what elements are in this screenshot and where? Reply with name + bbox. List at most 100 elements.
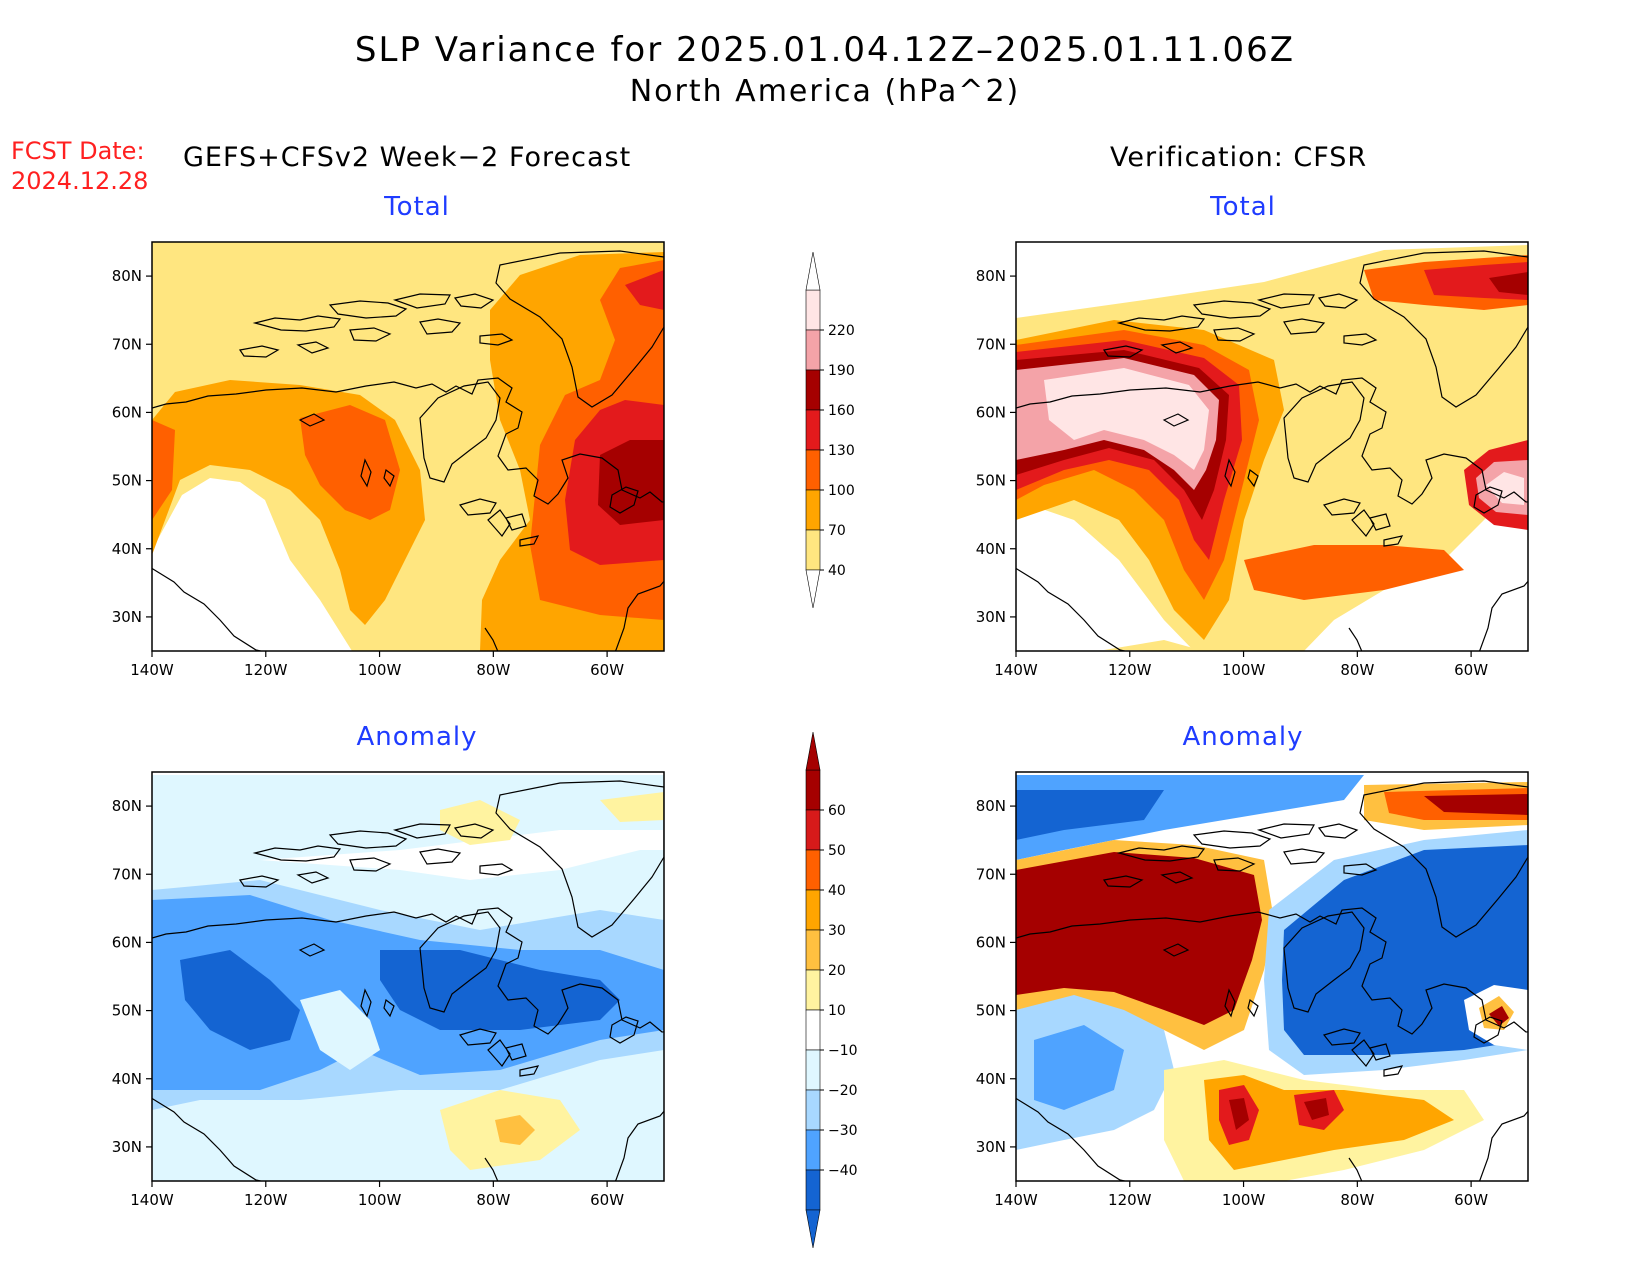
forecast-date-block: FCST Date: 2024.12.28 — [11, 136, 148, 196]
colorbar-label: −30 — [828, 1123, 858, 1139]
lat-tick-label: 50N — [112, 1002, 142, 1020]
lat-tick-label: 70N — [112, 865, 142, 883]
forecast-total-map — [151, 241, 665, 652]
colorbar-label: 100 — [828, 483, 855, 499]
colorbar-top-arrow — [805, 731, 821, 771]
lon-tick-label: 60W — [1454, 1191, 1488, 1209]
colorbar-label: 60 — [828, 803, 846, 819]
colorbar-label: −10 — [828, 1043, 858, 1059]
colorbar-swatch — [805, 1089, 821, 1131]
lat-tick-label: 30N — [976, 608, 1006, 626]
lat-tick-label: 50N — [976, 472, 1006, 490]
colorbar-label: 40 — [828, 563, 846, 579]
colorbar-swatch — [805, 489, 821, 531]
colorbar-label: 50 — [828, 843, 846, 859]
forecast-date-label: FCST Date: — [11, 137, 145, 165]
lat-tick-label: 30N — [976, 1138, 1006, 1156]
lat-tick-label: 40N — [112, 1070, 142, 1088]
lat-tick-label: 70N — [112, 335, 142, 353]
colorbar-swatch — [805, 529, 821, 571]
colorbar-bottom-arrow — [805, 569, 821, 609]
verification-anomaly-title: Anomaly — [1182, 722, 1304, 752]
lon-tick-label: 100W — [1222, 661, 1266, 679]
lon-tick-label: 140W — [130, 1191, 174, 1209]
main-subtitle: North America (hPa^2) — [629, 74, 1021, 109]
lon-tick-label: 80W — [1340, 661, 1374, 679]
lat-tick-label: 50N — [976, 1002, 1006, 1020]
colorbar-label: 160 — [828, 403, 855, 419]
lon-tick-label: 100W — [358, 661, 402, 679]
colorbar-swatch — [805, 289, 821, 331]
verification-total-title: Total — [1210, 192, 1276, 222]
anomaly-colorbar: 60 50 40 30 20 10 −10 −20 −30 −40 — [805, 731, 858, 1249]
colorbar-swatch — [805, 809, 821, 851]
lat-tick-label: 30N — [112, 1138, 142, 1156]
colorbar-label: 190 — [828, 363, 855, 379]
map-axes: 80N 70N 60N 50N 40N 30N 140W 120W 100W 80W 60W 80N 7… — [112, 267, 1489, 1209]
colorbar-swatch — [805, 849, 821, 891]
lat-tick-label: 60N — [976, 403, 1006, 421]
lon-tick-label: 80W — [476, 1191, 510, 1209]
colorbar-label: 130 — [828, 443, 855, 459]
colorbar-bottom-arrow — [805, 1209, 821, 1249]
forecast-date-value: 2024.12.28 — [11, 167, 149, 195]
colorbar-label: −40 — [828, 1163, 858, 1179]
forecast-column-header: GEFS+CFSv2 Week−2 Forecast — [183, 142, 632, 173]
colorbar-label: 220 — [828, 323, 855, 339]
lat-tick-label: 30N — [112, 608, 142, 626]
lat-tick-label: 60N — [112, 933, 142, 951]
verification-column-header: Verification: CFSR — [1110, 142, 1368, 173]
lat-tick-label: 70N — [976, 335, 1006, 353]
lat-tick-label: 40N — [976, 1070, 1006, 1088]
lon-tick-label: 140W — [130, 661, 174, 679]
lon-tick-label: 80W — [1340, 1191, 1374, 1209]
lat-tick-label: 80N — [112, 267, 142, 285]
colorbar-swatch — [805, 1129, 821, 1171]
colorbar-label: 30 — [828, 923, 846, 939]
main-title: SLP Variance for 2025.01.04.12Z–2025.01.… — [354, 30, 1296, 70]
lat-tick-label: 80N — [112, 797, 142, 815]
lat-tick-label: 80N — [976, 797, 1006, 815]
lon-tick-label: 80W — [476, 661, 510, 679]
lon-tick-label: 120W — [244, 661, 288, 679]
lat-tick-label: 50N — [112, 472, 142, 490]
colorbar-swatch — [805, 769, 821, 811]
lon-tick-label: 60W — [590, 661, 624, 679]
verification-anomaly-map — [1015, 771, 1529, 1182]
lon-tick-label: 60W — [590, 1191, 624, 1209]
lon-tick-label: 140W — [994, 661, 1038, 679]
lat-tick-label: 40N — [112, 540, 142, 558]
colorbar-swatch — [805, 1169, 821, 1211]
colorbar-swatch — [805, 1049, 821, 1091]
lat-tick-label: 60N — [976, 933, 1006, 951]
lon-tick-label: 100W — [358, 1191, 402, 1209]
lon-tick-label: 100W — [1222, 1191, 1266, 1209]
colorbar-top-arrow — [805, 251, 821, 291]
lat-tick-label: 80N — [976, 267, 1006, 285]
colorbar-swatch — [805, 889, 821, 931]
colorbar-label: 40 — [828, 883, 846, 899]
forecast-anomaly-title: Anomaly — [356, 722, 478, 752]
colorbar-label: 70 — [828, 523, 846, 539]
colorbar-label: 10 — [828, 1003, 846, 1019]
colorbar-swatch — [805, 449, 821, 491]
verification-total-map — [1015, 241, 1529, 652]
lon-tick-label: 120W — [1108, 1191, 1152, 1209]
lat-tick-label: 60N — [112, 403, 142, 421]
lat-tick-label: 70N — [976, 865, 1006, 883]
lon-tick-label: 60W — [1454, 661, 1488, 679]
colorbar-swatch — [805, 1009, 821, 1051]
colorbar-swatch — [805, 409, 821, 451]
colorbar-swatch — [805, 929, 821, 971]
colorbar-label: −20 — [828, 1083, 858, 1099]
lon-tick-label: 120W — [244, 1191, 288, 1209]
lat-tick-label: 40N — [976, 540, 1006, 558]
colorbar-label: 20 — [828, 963, 846, 979]
total-colorbar: 220 190 160 130 100 70 40 — [805, 251, 855, 609]
colorbar-swatch — [805, 329, 821, 371]
forecast-anomaly-map — [151, 771, 665, 1182]
colorbar-swatch — [805, 369, 821, 411]
lon-tick-label: 120W — [1108, 661, 1152, 679]
forecast-total-title: Total — [384, 192, 450, 222]
